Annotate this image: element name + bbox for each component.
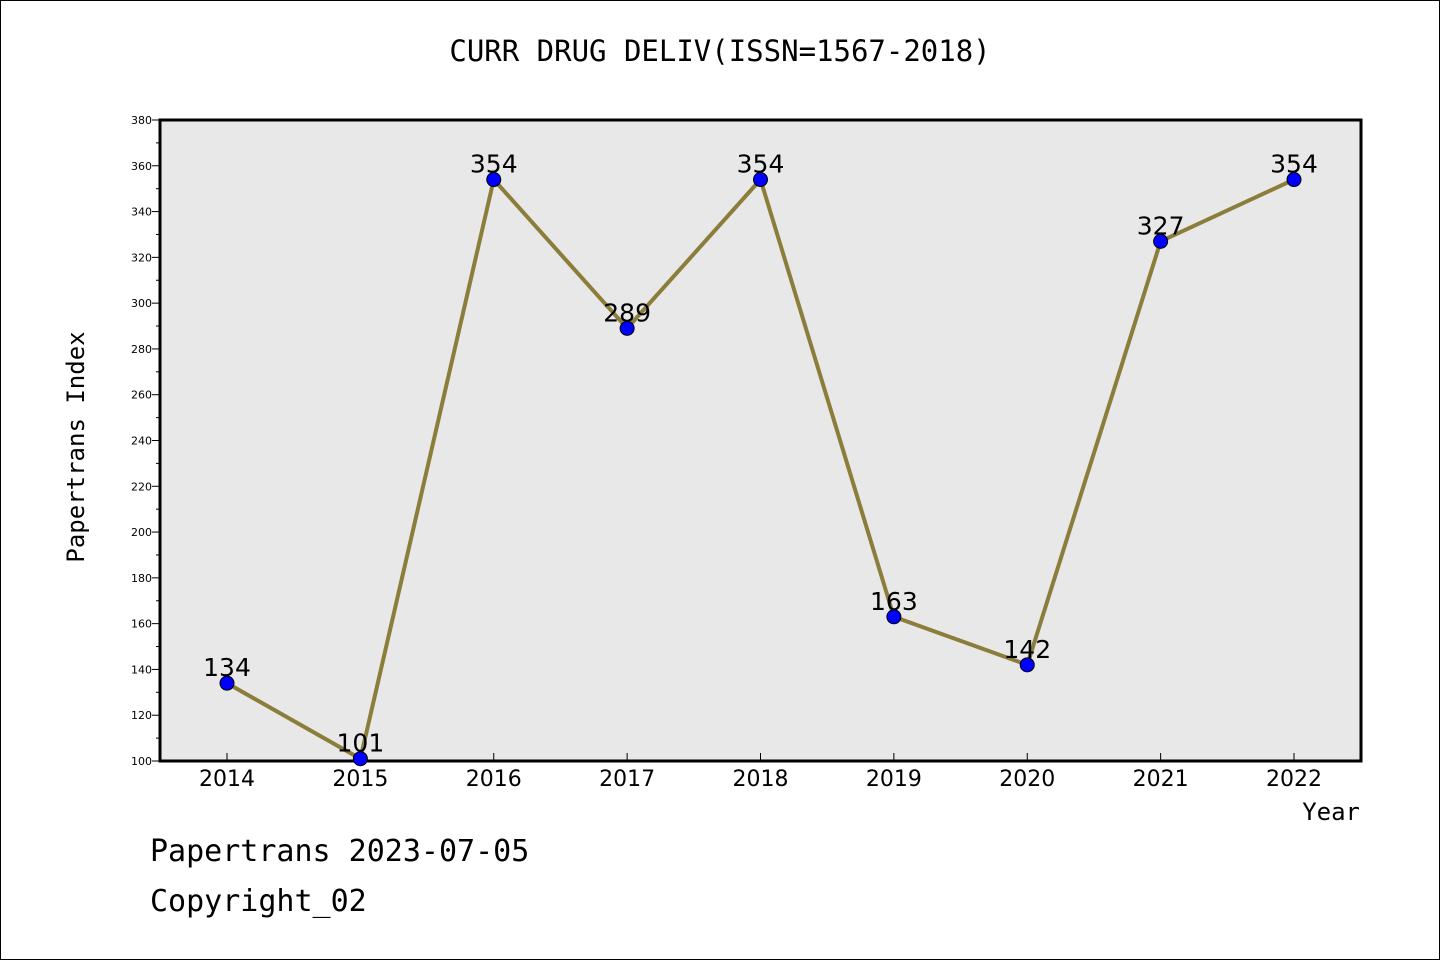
data-point <box>1019 657 1035 673</box>
y-tick-label: 120 <box>131 709 152 722</box>
series-layer <box>219 172 1302 767</box>
x-axis-label: Year <box>1302 798 1360 826</box>
y-tick-label: 220 <box>131 480 152 493</box>
data-label: 354 <box>470 150 518 179</box>
footer-copyright: Copyright_02 <box>150 884 367 919</box>
y-tick-label: 280 <box>131 343 152 356</box>
data-label: 354 <box>737 150 785 179</box>
x-tick-label: 2022 <box>1266 767 1322 792</box>
x-tick-label: 2021 <box>1133 767 1189 792</box>
y-tick-label: 260 <box>131 389 152 402</box>
x-tick-label: 2017 <box>599 767 655 792</box>
y-tick-label: 360 <box>131 160 152 173</box>
data-point <box>619 320 635 336</box>
y-tick-label: 180 <box>131 572 152 585</box>
y-tick-label: 340 <box>131 206 152 219</box>
y-tick-label: 160 <box>131 618 152 631</box>
data-label: 289 <box>603 298 651 327</box>
data-point <box>886 609 902 625</box>
data-point <box>352 751 368 767</box>
y-tick-label: 100 <box>131 755 152 768</box>
y-tick-label: 200 <box>131 526 152 539</box>
y-tick-label: 140 <box>131 663 152 676</box>
x-tick-label: 2019 <box>866 767 922 792</box>
y-axis-label: Papertrans Index <box>62 331 90 562</box>
data-point <box>1286 172 1302 188</box>
plot-area <box>158 118 1363 763</box>
x-tick-label: 2020 <box>999 767 1055 792</box>
y-tick-label: 320 <box>131 251 152 264</box>
data-label: 101 <box>337 729 385 758</box>
footer-date: Papertrans 2023-07-05 <box>150 834 530 869</box>
data-point <box>1153 233 1169 249</box>
data-point <box>219 675 235 691</box>
data-label: 327 <box>1137 211 1185 240</box>
data-point <box>753 172 768 188</box>
x-tick-label: 2016 <box>466 767 522 792</box>
x-tick-label: 2014 <box>199 767 255 792</box>
y-axis: 100 120 140 160 180 200 220 240 260 280 300 320 340 3… <box>131 114 160 768</box>
y-tick-label: 380 <box>131 114 152 127</box>
x-tick-label: 2015 <box>332 767 388 792</box>
data-labels: 134 101 354 289 354 163 142 327 354 <box>203 150 1318 758</box>
x-axis: 2014 2015 2016 2017 2018 2019 2020 2021 2022 <box>199 753 1322 792</box>
data-label: 163 <box>870 587 918 616</box>
data-point <box>486 172 502 188</box>
x-tick-label: 2018 <box>733 767 789 792</box>
data-label: 134 <box>203 653 251 682</box>
y-tick-label: 240 <box>131 435 152 448</box>
chart-title: CURR DRUG DELIV(ISSN=1567-2018) <box>449 34 991 68</box>
y-tick-label: 300 <box>131 297 152 310</box>
data-label: 142 <box>1003 635 1051 664</box>
data-label: 354 <box>1270 150 1318 179</box>
